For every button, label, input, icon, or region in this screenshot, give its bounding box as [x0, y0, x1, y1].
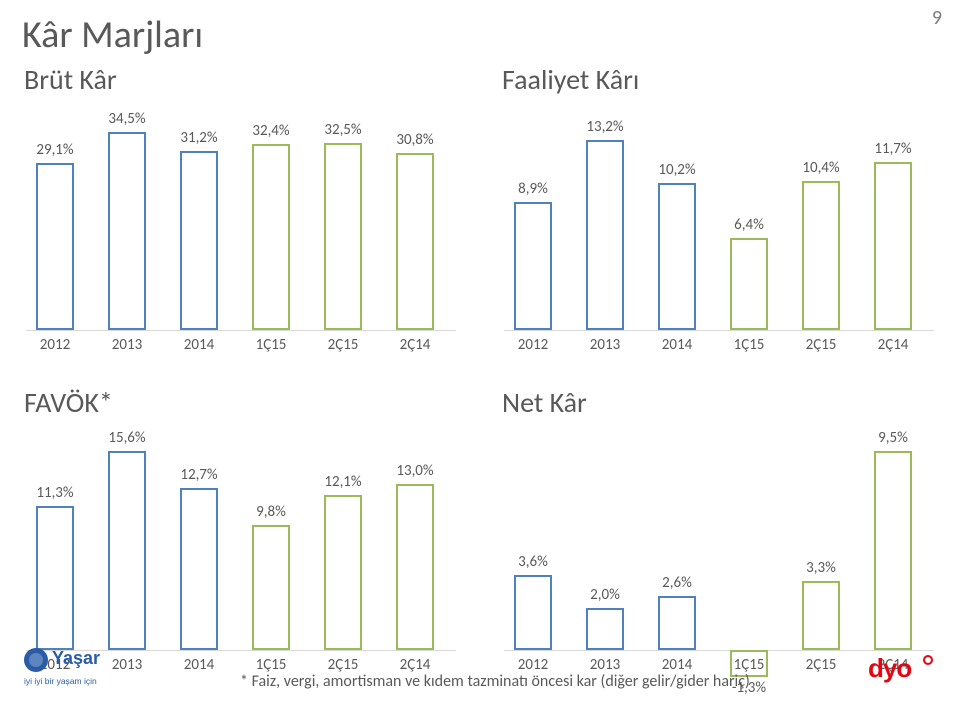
- bar-value-label: 31,2%: [169, 129, 229, 147]
- bar-value-label: 10,4%: [791, 159, 851, 177]
- bar-value-label: 30,8%: [385, 131, 445, 149]
- bar: [586, 140, 624, 330]
- axis-category-label: 2014: [169, 656, 229, 674]
- page-number: 9: [932, 6, 942, 30]
- bar-value-label: 32,4%: [241, 122, 301, 140]
- bar-value-label: 11,3%: [25, 484, 85, 502]
- axis-category-label: 2Ç14: [863, 336, 923, 354]
- bar: [36, 506, 74, 650]
- bar: [730, 238, 768, 330]
- bar: [658, 596, 696, 650]
- bar: [324, 143, 362, 330]
- chart-faaliyet-kari: 8,9%201213,2%201310,2%20146,4%1Ç1510,4%2…: [504, 100, 934, 331]
- axis-category-label: 2014: [647, 336, 707, 354]
- bar: [514, 202, 552, 330]
- axis-category-label: 2013: [575, 336, 635, 354]
- bar: [802, 181, 840, 331]
- bar-value-label: 34,5%: [97, 110, 157, 128]
- bar-value-label: 3,3%: [791, 559, 851, 577]
- bar-value-label: 11,7%: [863, 140, 923, 158]
- axis-category-label: 2012: [25, 336, 85, 354]
- axis-category-label: 2Ç15: [791, 336, 851, 354]
- bar: [108, 451, 146, 650]
- svg-text:dyo: dyo: [868, 653, 911, 683]
- bar: [252, 525, 290, 650]
- chart-favok: 11,3%201215,6%201312,7%20149,8%1Ç1512,1%…: [26, 420, 456, 651]
- bar-value-label: 12,7%: [169, 466, 229, 484]
- bar-value-label: 15,6%: [97, 429, 157, 447]
- dyo-logo: dyo: [868, 652, 938, 689]
- bar: [108, 132, 146, 330]
- bar: [324, 495, 362, 650]
- axis-category-label: 2013: [97, 336, 157, 354]
- axis-category-label: 2Ç15: [313, 336, 373, 354]
- bar: [180, 488, 218, 650]
- bar-value-label: 13,2%: [575, 118, 635, 136]
- bar-value-label: 12,1%: [313, 473, 373, 491]
- bar-value-label: 10,2%: [647, 161, 707, 179]
- bar: [514, 575, 552, 650]
- bar: [874, 162, 912, 330]
- bar: [658, 183, 696, 330]
- chart-title-favok: FAVÖK*: [24, 385, 113, 420]
- bar: [180, 151, 218, 330]
- yasar-logo: Yaşar iyi iyi bir yaşam için: [22, 646, 112, 695]
- chart-brut-kar: 29,1%201234,5%201331,2%201432,4%1Ç1532,5…: [26, 100, 456, 331]
- bar-value-label: 6,4%: [719, 216, 779, 234]
- svg-text:iyi iyi bir yaşam için: iyi iyi bir yaşam için: [24, 676, 97, 686]
- bar-value-label: 9,5%: [863, 429, 923, 447]
- chart-title-faaliyet-kari: Faaliyet Kârı: [502, 62, 639, 97]
- bar: [802, 581, 840, 650]
- chart-net-kar: 3,6%20122,0%20132,6%2014-1,3%1Ç153,3%2Ç1…: [504, 420, 934, 651]
- bar: [396, 484, 434, 650]
- bar-value-label: 32,5%: [313, 121, 373, 139]
- axis-category-label: 2Ç15: [791, 656, 851, 674]
- axis-category-label: 1Ç15: [241, 336, 301, 354]
- bar-value-label: 13,0%: [385, 462, 445, 480]
- axis-category-label: 2014: [169, 336, 229, 354]
- axis-category-label: 1Ç15: [719, 336, 779, 354]
- bar-value-label: 8,9%: [503, 180, 563, 198]
- bar-value-label: 9,8%: [241, 503, 301, 521]
- bar: [874, 451, 912, 650]
- bar-value-label: 3,6%: [503, 553, 563, 571]
- axis-category-label: 2Ç14: [385, 336, 445, 354]
- bar: [586, 608, 624, 650]
- bar-value-label: 29,1%: [25, 141, 85, 159]
- footnote: * Faiz, vergi, amortisman ve kıdem tazmi…: [240, 672, 750, 691]
- bar-value-label: 2,6%: [647, 574, 707, 592]
- bar: [36, 163, 74, 330]
- bar: [396, 153, 434, 330]
- svg-text:Yaşar: Yaşar: [52, 648, 100, 668]
- chart-title-net-kar: Net Kâr: [502, 385, 587, 420]
- page-title: Kâr Marjları: [22, 12, 203, 58]
- bar-value-label: 2,0%: [575, 586, 635, 604]
- bar: [252, 144, 290, 330]
- chart-title-brut-kar: Brüt Kâr: [24, 62, 117, 97]
- axis-category-label: 2012: [503, 336, 563, 354]
